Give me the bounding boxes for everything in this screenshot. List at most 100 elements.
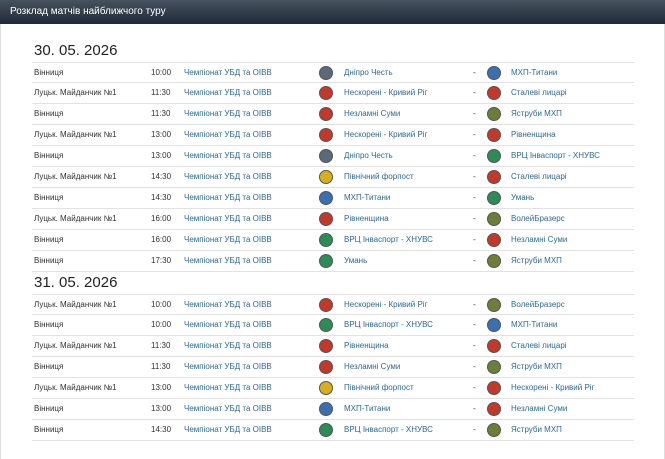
away-team[interactable]: ВолейБразерс	[511, 214, 565, 223]
away-team[interactable]: Рівненщина	[511, 130, 556, 139]
home-team[interactable]: Нескорені - Кривий Ріг	[344, 130, 428, 139]
separator: -	[473, 362, 476, 371]
tournament[interactable]: Чемпіонат УБД та ОІВВ	[184, 172, 272, 181]
venue: Вінниця	[34, 425, 64, 434]
tournament[interactable]: Чемпіонат УБД та ОІВВ	[184, 68, 272, 77]
away-team[interactable]: ВРЦ Інваспорт - ХНУВС	[511, 151, 600, 160]
time: 11:30	[151, 88, 171, 97]
team-logo	[487, 298, 501, 312]
home-team[interactable]: Нескорені - Кривий Ріг	[344, 88, 428, 97]
tournament[interactable]: Чемпіонат УБД та ОІВВ	[184, 383, 272, 392]
time: 11:30	[151, 109, 171, 118]
team-logo	[487, 233, 501, 247]
tournament[interactable]: Чемпіонат УБД та ОІВВ	[184, 320, 272, 329]
tournament[interactable]: Чемпіонат УБД та ОІВВ	[184, 300, 272, 309]
time: 14:30	[151, 172, 172, 181]
tournament[interactable]: Чемпіонат УБД та ОІВВ	[184, 425, 272, 434]
team-logo	[487, 170, 501, 184]
home-team[interactable]: МХП-Титани	[344, 404, 391, 413]
team-logo	[319, 402, 333, 416]
team-logo	[319, 233, 333, 247]
match-row: Вінниця 13:00 Чемпіонат УБД та ОІВВ Дніпро …	[32, 146, 634, 167]
match-row: Луцьк. Майданчик №1 13:00 Чемпіонат УБД та…	[32, 378, 634, 399]
venue: Вінниця	[34, 193, 64, 202]
away-team[interactable]: Яструби МХП	[511, 362, 562, 371]
away-team[interactable]: МХП-Титани	[511, 320, 558, 329]
time: 16:00	[151, 235, 172, 244]
time: 10:00	[151, 300, 172, 309]
tournament[interactable]: Чемпіонат УБД та ОІВВ	[184, 404, 272, 413]
tournament[interactable]: Чемпіонат УБД та ОІВВ	[184, 151, 272, 160]
tournament[interactable]: Чемпіонат УБД та ОІВВ	[184, 130, 272, 139]
away-team[interactable]: Яструби МХП	[511, 425, 562, 434]
home-team[interactable]: Незламні Суми	[344, 362, 401, 371]
home-team[interactable]: МХП-Титани	[344, 193, 391, 202]
away-team[interactable]: Сталеві лицарі	[511, 88, 567, 97]
home-team[interactable]: Нескорені - Кривий Ріг	[344, 300, 428, 309]
match-row: Вінниця 16:00 Чемпіонат УБД та ОІВВ ВРЦ Інв…	[32, 230, 634, 251]
home-team[interactable]: ВРЦ Інваспорт - ХНУВС	[344, 235, 433, 244]
home-team[interactable]: Рівненщина	[344, 341, 389, 350]
separator: -	[473, 404, 476, 413]
away-team[interactable]: Яструби МХП	[511, 109, 562, 118]
team-logo	[487, 402, 501, 416]
separator: -	[473, 341, 476, 350]
time: 13:00	[151, 151, 172, 160]
match-row: Вінниця 14:30 Чемпіонат УБД та ОІВВ ВРЦ Інв…	[32, 420, 634, 441]
away-team[interactable]: Сталеві лицарі	[511, 172, 567, 181]
home-team[interactable]: Умань	[344, 256, 368, 265]
venue: Вінниця	[34, 151, 64, 160]
separator: -	[473, 130, 476, 139]
away-team[interactable]: Незламні Суми	[511, 235, 568, 244]
team-logo	[487, 107, 501, 121]
match-row: Вінниця 11:30 Чемпіонат УБД та ОІВВ Незламн…	[32, 357, 634, 378]
separator: -	[473, 256, 476, 265]
time: 11:30	[151, 341, 171, 350]
away-team[interactable]: МХП-Титани	[511, 68, 558, 77]
away-team[interactable]: Сталеві лицарі	[511, 341, 567, 350]
home-team[interactable]: ВРЦ Інваспорт - ХНУВС	[344, 320, 433, 329]
team-logo	[319, 86, 333, 100]
time: 13:00	[151, 383, 172, 392]
team-logo	[319, 298, 333, 312]
away-team[interactable]: Нескорені - Кривий Ріг	[511, 383, 595, 392]
time: 10:00	[151, 68, 172, 77]
venue: Луцьк. Майданчик №1	[34, 341, 117, 350]
home-team[interactable]: Дніпро Честь	[344, 151, 393, 160]
separator: -	[473, 383, 476, 392]
tournament[interactable]: Чемпіонат УБД та ОІВВ	[184, 88, 272, 97]
home-team[interactable]: ВРЦ Інваспорт - ХНУВС	[344, 425, 433, 434]
team-logo	[487, 339, 501, 353]
tournament[interactable]: Чемпіонат УБД та ОІВВ	[184, 256, 272, 265]
away-team[interactable]: Яструби МХП	[511, 256, 562, 265]
match-row: Вінниця 14:30 Чемпіонат УБД та ОІВВ МХП-Тит…	[32, 188, 634, 209]
team-logo	[487, 191, 501, 205]
away-team[interactable]: ВолейБразерс	[511, 300, 565, 309]
home-team[interactable]: Дніпро Честь	[344, 68, 393, 77]
separator: -	[473, 235, 476, 244]
tournament[interactable]: Чемпіонат УБД та ОІВВ	[184, 341, 272, 350]
tournament[interactable]: Чемпіонат УБД та ОІВВ	[184, 193, 272, 202]
tournament[interactable]: Чемпіонат УБД та ОІВВ	[184, 235, 272, 244]
home-team[interactable]: Рівненщина	[344, 214, 389, 223]
away-team[interactable]: Умань	[511, 193, 535, 202]
venue: Луцьк. Майданчик №1	[34, 172, 117, 181]
tournament[interactable]: Чемпіонат УБД та ОІВВ	[184, 109, 272, 118]
team-logo	[319, 149, 333, 163]
home-team[interactable]: Незламні Суми	[344, 109, 401, 118]
team-logo	[487, 318, 501, 332]
away-team[interactable]: Незламні Суми	[511, 404, 568, 413]
home-team[interactable]: Північний форпост	[344, 383, 414, 392]
home-team[interactable]: Північний форпост	[344, 172, 414, 181]
team-logo	[487, 86, 501, 100]
time: 17:30	[151, 256, 172, 265]
tournament[interactable]: Чемпіонат УБД та ОІВВ	[184, 362, 272, 371]
header-title: Розклад матчів найближчого туру	[0, 0, 665, 24]
team-logo	[487, 149, 501, 163]
separator: -	[473, 88, 476, 97]
team-logo	[319, 128, 333, 142]
team-logo	[319, 423, 333, 437]
tournament[interactable]: Чемпіонат УБД та ОІВВ	[184, 214, 272, 223]
match-row: Вінниця 13:00 Чемпіонат УБД та ОІВВ МХП-Тит…	[32, 399, 634, 420]
